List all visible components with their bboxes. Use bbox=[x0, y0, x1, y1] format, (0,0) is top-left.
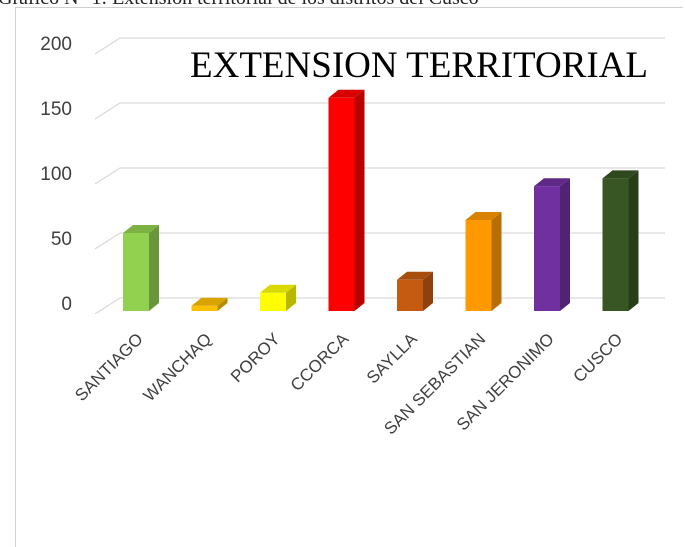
bar-top bbox=[123, 225, 159, 233]
bar-side bbox=[560, 178, 570, 311]
x-label-ccorca: CCORCA bbox=[287, 329, 353, 395]
bar-front bbox=[534, 186, 560, 311]
y-tick-150: 150 bbox=[40, 99, 72, 120]
gridline-50 bbox=[94, 232, 665, 250]
x-label-cusco: CUSCO bbox=[569, 329, 626, 386]
top-cut-text: Gráfico N° 1: Extensión territorial de l… bbox=[0, 0, 685, 13]
chart-frame bbox=[15, 7, 683, 547]
gridline-100 bbox=[94, 167, 665, 185]
bar-front bbox=[397, 279, 423, 311]
bar-top bbox=[534, 178, 570, 187]
bar-side bbox=[149, 225, 159, 311]
bar-saylla bbox=[397, 271, 433, 311]
x-label-santiago: SANTIAGO bbox=[71, 329, 147, 405]
bar-side bbox=[354, 89, 365, 311]
bar-side bbox=[217, 297, 228, 311]
bar-wanchaq bbox=[191, 297, 228, 311]
y-axis-ticks: 0 50 100 150 200 bbox=[40, 34, 72, 315]
bar-side bbox=[628, 170, 639, 311]
bar-top bbox=[397, 271, 433, 280]
y-tick-50: 50 bbox=[51, 229, 72, 250]
bar-top bbox=[328, 89, 365, 98]
bar-front bbox=[328, 97, 355, 311]
bar-side bbox=[286, 284, 296, 311]
y-tick-0: 0 bbox=[61, 294, 72, 315]
bar-poroy bbox=[260, 284, 296, 311]
x-label-wanchaq: WANCHAQ bbox=[140, 329, 216, 405]
bar-santiago bbox=[123, 225, 159, 311]
bar-ccorca bbox=[328, 89, 365, 311]
bar-front bbox=[123, 233, 149, 311]
gridline-0 bbox=[94, 297, 665, 315]
bar-cusco bbox=[602, 170, 639, 311]
x-label-poroy: POROY bbox=[227, 329, 284, 386]
y-tick-200: 200 bbox=[40, 34, 72, 55]
bar-top bbox=[602, 170, 639, 179]
bar-san-jeronimo bbox=[534, 178, 570, 311]
gridline-150 bbox=[94, 102, 665, 120]
bar-side bbox=[423, 271, 433, 311]
bar-front bbox=[602, 178, 629, 311]
y-tick-100: 100 bbox=[40, 164, 72, 185]
gridlines bbox=[94, 37, 665, 315]
bar-top bbox=[191, 297, 228, 306]
bar-side bbox=[491, 212, 502, 311]
bar-front bbox=[465, 220, 492, 311]
x-label-saylla: SAYLLA bbox=[363, 329, 421, 387]
bar-front bbox=[260, 292, 286, 311]
bar-front bbox=[191, 305, 218, 311]
gridline-200 bbox=[94, 37, 665, 55]
bar-top bbox=[465, 212, 502, 220]
top-cut-text-content: Gráfico N° 1: Extensión territorial de l… bbox=[0, 0, 479, 10]
bar-san-sebastian bbox=[465, 212, 502, 311]
bars bbox=[123, 89, 639, 311]
chart-title: EXTENSION TERRITORIAL bbox=[190, 45, 649, 86]
bar-top bbox=[260, 284, 296, 293]
